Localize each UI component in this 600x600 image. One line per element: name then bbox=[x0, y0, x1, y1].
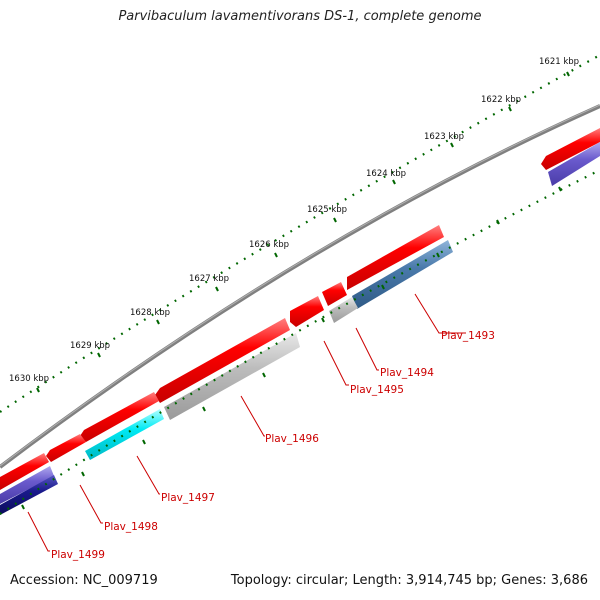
genome-backbone bbox=[0, 104, 600, 469]
gene-plav-1495-forward bbox=[290, 296, 324, 327]
accession-text: Accession: NC_009719 bbox=[10, 573, 158, 588]
gene-plav-1499-forward bbox=[0, 453, 49, 490]
feature-plav-1492-purple bbox=[548, 142, 600, 186]
feature-plav-1493-blue bbox=[352, 240, 453, 309]
outer-ruler-dots bbox=[0, 54, 600, 413]
leader-plav-1494 bbox=[355, 327, 379, 371]
ruler-label-1622: 1622 kbp bbox=[481, 95, 521, 105]
ruler-label-1625: 1625 kbp bbox=[307, 205, 347, 215]
outer-ruler-major-ticks bbox=[36, 71, 570, 393]
inner-features bbox=[0, 142, 600, 515]
leader-plav-1497 bbox=[136, 455, 160, 495]
gene-plav-1496-forward bbox=[155, 318, 290, 403]
feature-plav-1499-navy bbox=[0, 475, 58, 515]
gene-plav-1497-forward bbox=[80, 392, 159, 442]
ruler-label-1624: 1624 kbp bbox=[366, 169, 406, 179]
gene-label-plav-1495: Plav_1495 bbox=[350, 384, 404, 396]
ruler-label-1621: 1621 kbp bbox=[539, 57, 579, 67]
gene-plav-1493-forward bbox=[347, 225, 444, 290]
gene-label-plav-1494: Plav_1494 bbox=[380, 367, 434, 379]
leader-plav-1496 bbox=[240, 395, 265, 437]
forward-strand-genes bbox=[0, 128, 600, 490]
feature-plav-1496-gray bbox=[164, 333, 300, 420]
feature-plav-1499-purple bbox=[0, 466, 54, 504]
leader-plav-1498 bbox=[79, 484, 103, 524]
ruler-label-1627: 1627 kbp bbox=[189, 274, 229, 284]
gene-label-plav-1498: Plav_1498 bbox=[104, 521, 158, 533]
gene-labels: Plav_1493 Plav_1494 Plav_1495 Plav_1496 … bbox=[51, 330, 495, 561]
ruler-label-1623: 1623 kbp bbox=[424, 132, 464, 142]
inner-ruler-major-ticks bbox=[21, 186, 562, 510]
ruler-label-1630: 1630 kbp bbox=[9, 374, 49, 384]
leader-plav-1499 bbox=[27, 511, 50, 552]
gene-plav-1498-forward bbox=[46, 434, 86, 462]
genome-backbone-highlight bbox=[0, 104, 600, 467]
ruler-labels: 1621 kbp 1622 kbp 1623 kbp 1624 kbp 1625… bbox=[9, 57, 579, 384]
gene-label-plav-1496: Plav_1496 bbox=[265, 433, 319, 445]
map-title: Parvibaculum lavamentivorans DS-1, compl… bbox=[118, 9, 482, 24]
genome-summary-text: Topology: circular; Length: 3,914,745 bp… bbox=[230, 573, 588, 588]
ruler-label-1628: 1628 kbp bbox=[130, 308, 170, 318]
leader-plav-1493 bbox=[414, 293, 466, 334]
gene-plav-1492-forward bbox=[541, 128, 600, 170]
gene-plav-1494-forward bbox=[322, 282, 347, 306]
leader-plav-1495 bbox=[323, 340, 349, 386]
gene-label-leaders bbox=[27, 293, 466, 552]
gene-label-plav-1497: Plav_1497 bbox=[161, 492, 215, 504]
ruler-label-1629: 1629 kbp bbox=[70, 341, 110, 351]
gene-label-plav-1499: Plav_1499 bbox=[51, 549, 105, 561]
gene-label-plav-1493: Plav_1493 bbox=[441, 330, 495, 342]
feature-plav-1494-gray bbox=[329, 297, 358, 323]
ruler-label-1626: 1626 kbp bbox=[249, 240, 289, 250]
